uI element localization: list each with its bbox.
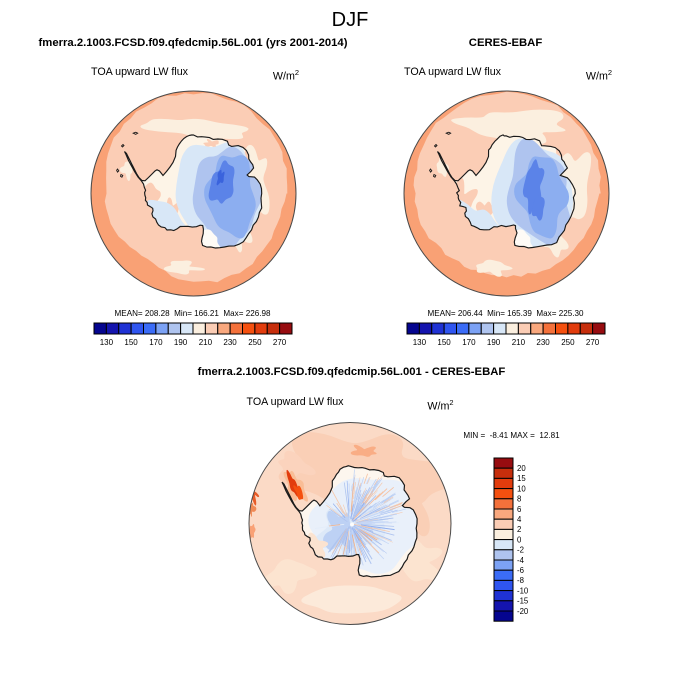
svg-text:250: 250 xyxy=(561,338,575,347)
svg-text:210: 210 xyxy=(512,338,526,347)
svg-text:190: 190 xyxy=(487,338,501,347)
svg-text:0: 0 xyxy=(517,535,522,544)
svg-text:230: 230 xyxy=(223,338,237,347)
svg-text:170: 170 xyxy=(149,338,163,347)
svg-text:-6: -6 xyxy=(517,566,524,575)
svg-text:150: 150 xyxy=(124,338,138,347)
svg-text:270: 270 xyxy=(273,338,287,347)
svg-text:-20: -20 xyxy=(517,607,529,616)
svg-text:2: 2 xyxy=(517,525,521,534)
svg-text:170: 170 xyxy=(462,338,476,347)
svg-text:15: 15 xyxy=(517,474,526,483)
svg-text:210: 210 xyxy=(199,338,213,347)
svg-text:130: 130 xyxy=(100,338,114,347)
svg-text:8: 8 xyxy=(517,495,521,504)
svg-text:20: 20 xyxy=(517,464,526,473)
svg-text:-10: -10 xyxy=(517,586,529,595)
svg-text:6: 6 xyxy=(517,505,521,514)
svg-text:-15: -15 xyxy=(517,597,529,606)
svg-text:250: 250 xyxy=(248,338,262,347)
svg-text:230: 230 xyxy=(536,338,550,347)
svg-text:10: 10 xyxy=(517,484,526,493)
svg-text:-4: -4 xyxy=(517,556,525,565)
svg-text:190: 190 xyxy=(174,338,188,347)
svg-text:130: 130 xyxy=(413,338,427,347)
svg-text:270: 270 xyxy=(586,338,600,347)
svg-text:4: 4 xyxy=(517,515,522,524)
svg-text:150: 150 xyxy=(437,338,451,347)
svg-text:-8: -8 xyxy=(517,576,524,585)
svg-text:-2: -2 xyxy=(517,546,524,555)
